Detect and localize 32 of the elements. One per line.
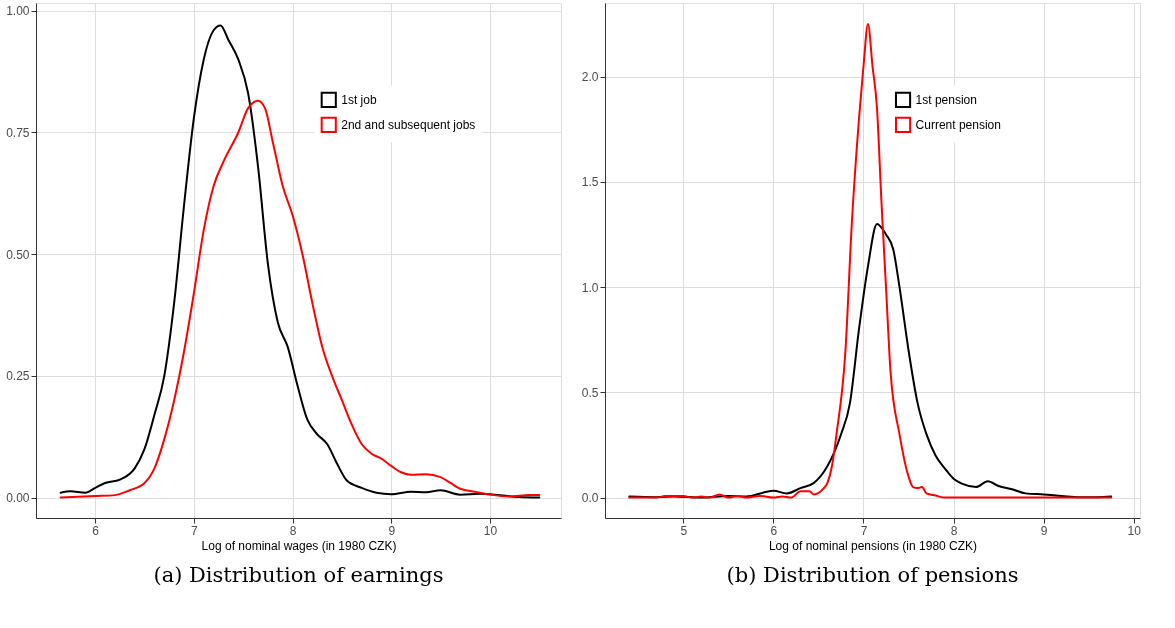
x-tick-label: 6 bbox=[770, 523, 778, 538]
legend-label: 1st pension bbox=[915, 92, 977, 107]
y-tick-label: 0.50 bbox=[6, 247, 30, 262]
y-tick-label: 0.00 bbox=[6, 491, 30, 506]
x-axis-title: Log of nominal pensions (in 1980 CZK) bbox=[768, 538, 978, 553]
y-tick-label: 0.75 bbox=[6, 125, 30, 140]
text: (a) Distribution of earnings bbox=[153, 563, 444, 587]
text: (b) Distribution of pensions bbox=[726, 563, 1019, 587]
line-series bbox=[628, 23, 1113, 499]
x-axis-title: Log of nominal wages (in 1980 CZK) bbox=[201, 538, 397, 553]
y-tick-label: 1.00 bbox=[6, 4, 30, 19]
y-tick-label: 0.25 bbox=[6, 369, 30, 384]
x-tick-label: 8 bbox=[289, 523, 297, 538]
legend-label: Current pension bbox=[915, 117, 1001, 132]
x-tick-label: 7 bbox=[860, 523, 868, 538]
x-tick-label: 5 bbox=[680, 523, 688, 538]
line-series bbox=[628, 222, 1113, 499]
x-tick-label: 9 bbox=[1040, 523, 1048, 538]
x-tick-label: 10 bbox=[1127, 523, 1142, 538]
x-tick-label: 9 bbox=[388, 523, 396, 538]
y-tick-label: 2.0 bbox=[581, 70, 599, 85]
y-tick-label: 1.0 bbox=[581, 280, 599, 295]
x-tick-label: 10 bbox=[483, 523, 498, 538]
line-series bbox=[59, 24, 541, 499]
legend-label: 1st job bbox=[341, 92, 377, 107]
x-tick-label: 6 bbox=[92, 523, 100, 538]
x-tick-label: 7 bbox=[191, 523, 199, 538]
legend-label: 2nd and subsequent jobs bbox=[341, 117, 476, 132]
y-tick-label: 0.5 bbox=[581, 385, 599, 400]
y-tick-label: 1.5 bbox=[581, 175, 599, 190]
y-tick-label: 0.0 bbox=[581, 491, 599, 506]
x-tick-label: 8 bbox=[950, 523, 958, 538]
